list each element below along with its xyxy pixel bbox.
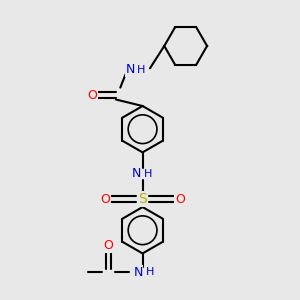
Text: O: O <box>100 193 110 206</box>
Text: N: N <box>126 63 135 76</box>
Text: N: N <box>134 266 143 279</box>
Text: H: H <box>146 268 154 278</box>
Text: O: O <box>175 193 185 206</box>
Text: O: O <box>103 239 113 252</box>
Text: O: O <box>87 88 97 101</box>
Text: N: N <box>132 167 141 180</box>
Text: S: S <box>138 192 147 206</box>
Text: H: H <box>144 169 153 179</box>
Text: H: H <box>137 65 145 75</box>
